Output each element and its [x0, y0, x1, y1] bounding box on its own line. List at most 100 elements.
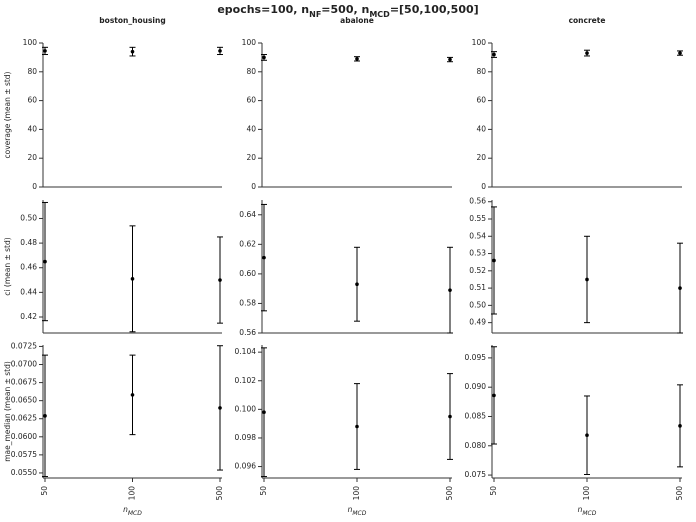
x-label-part: MCD: [582, 510, 596, 517]
point: [492, 258, 496, 263]
x-axis-label: nMCD: [348, 505, 367, 517]
y-tick-label: 0.0575: [11, 450, 37, 459]
y-tick-label: 100: [242, 38, 257, 47]
x-tick-label: 50: [259, 486, 268, 496]
y-tick-label: 100: [23, 38, 38, 47]
y-tick-label: 20: [27, 153, 37, 162]
point: [585, 277, 589, 282]
y-axis-label: mae_median (mean ± std): [3, 361, 12, 462]
y-tick-label: 0.0700: [11, 360, 37, 369]
y-tick-label: 0: [251, 182, 256, 191]
point: [43, 414, 47, 418]
y-tick-label: 0.55: [469, 214, 486, 223]
point: [43, 259, 47, 264]
y-tick-label: 60: [476, 96, 486, 105]
y-tick-label: 0.104: [235, 347, 257, 356]
x-tick-label: 50: [489, 486, 498, 496]
y-tick-label: 0.52: [469, 266, 486, 275]
y-tick-label: 0.0600: [11, 432, 37, 441]
point: [448, 414, 452, 419]
y-tick-label: 0.62: [239, 239, 256, 248]
x-tick-label: 100: [582, 486, 591, 501]
x-label-part: n: [123, 505, 128, 514]
y-tick-label: 0.0725: [11, 341, 37, 350]
y-tick-label: 0.0550: [11, 468, 37, 477]
point: [448, 288, 452, 292]
y-tick-label: 0.49: [469, 318, 486, 327]
point: [678, 51, 682, 55]
point: [355, 282, 359, 287]
y-tick-label: 0.48: [20, 238, 37, 247]
y-axis-label: ci (mean ± std): [3, 237, 12, 295]
y-tick-label: 0.46: [20, 263, 37, 272]
y-axis-label: coverage (mean ± std): [3, 71, 12, 158]
subplot-title: abalone: [340, 16, 374, 25]
point: [130, 49, 135, 54]
point: [448, 57, 452, 62]
x-tick-label: 100: [352, 486, 361, 501]
point: [492, 393, 496, 398]
point: [678, 424, 682, 428]
point: [355, 57, 359, 61]
y-tick-label: 0.64: [239, 210, 256, 219]
point: [585, 433, 589, 438]
y-tick-label: 0.0675: [11, 378, 37, 387]
y-tick-label: 0.095: [465, 353, 487, 362]
x-tick-label: 100: [128, 486, 137, 501]
y-tick-label: 0: [481, 182, 486, 191]
y-tick-label: 0.096: [235, 462, 257, 471]
y-tick-label: 60: [246, 96, 256, 105]
y-tick-label: 0: [32, 182, 37, 191]
y-tick-label: 0.085: [465, 411, 487, 420]
y-tick-label: 0.56: [469, 197, 486, 206]
title-part: =[50,100,500]: [390, 3, 479, 16]
point: [262, 55, 266, 60]
y-tick-label: 0.50: [469, 300, 486, 309]
x-axis-label: nMCD: [123, 505, 142, 517]
y-tick-label: 80: [476, 67, 486, 76]
title-part: NF: [309, 10, 321, 19]
y-tick-label: 80: [27, 67, 37, 76]
y-tick-label: 40: [246, 124, 256, 133]
y-tick-label: 0.50: [20, 213, 37, 222]
point: [130, 393, 135, 397]
x-label-part: MCD: [128, 510, 142, 517]
y-tick-label: 100: [472, 38, 487, 47]
x-tick-label: 50: [40, 486, 49, 496]
x-tick-label: 500: [445, 486, 454, 501]
point: [218, 278, 222, 282]
y-tick-label: 0.42: [20, 312, 37, 321]
x-label-part: n: [348, 505, 353, 514]
y-tick-label: 0.56: [239, 328, 256, 337]
point: [43, 49, 47, 53]
y-tick-label: 0.100: [235, 404, 257, 413]
point: [218, 406, 222, 410]
y-tick-label: 60: [27, 96, 37, 105]
point: [355, 424, 359, 429]
y-tick-label: 0.60: [239, 269, 256, 278]
y-tick-label: 0.075: [465, 470, 487, 479]
title-part: MCD: [369, 10, 390, 19]
y-tick-label: 0.51: [469, 283, 486, 292]
point: [585, 51, 589, 55]
y-tick-label: 40: [27, 124, 37, 133]
point: [130, 277, 135, 281]
point: [218, 49, 222, 53]
point: [678, 286, 682, 290]
figure-title: epochs=100, nNF=500, nMCD=[50,100,500]: [217, 3, 478, 19]
point: [262, 255, 266, 260]
y-tick-label: 0.102: [235, 376, 257, 385]
y-tick-label: 0.53: [469, 249, 486, 258]
subplot-title: boston_housing: [99, 16, 165, 25]
y-tick-label: 20: [246, 153, 256, 162]
title-part: epochs=100, n: [217, 3, 309, 16]
y-tick-label: 0.090: [465, 382, 487, 391]
y-tick-label: 40: [476, 124, 486, 133]
y-tick-label: 0.0650: [11, 396, 37, 405]
y-tick-label: 20: [476, 153, 486, 162]
y-tick-label: 0.080: [465, 441, 487, 450]
point: [492, 52, 496, 57]
x-label-part: MCD: [352, 510, 366, 517]
x-axis-label: nMCD: [578, 505, 597, 517]
